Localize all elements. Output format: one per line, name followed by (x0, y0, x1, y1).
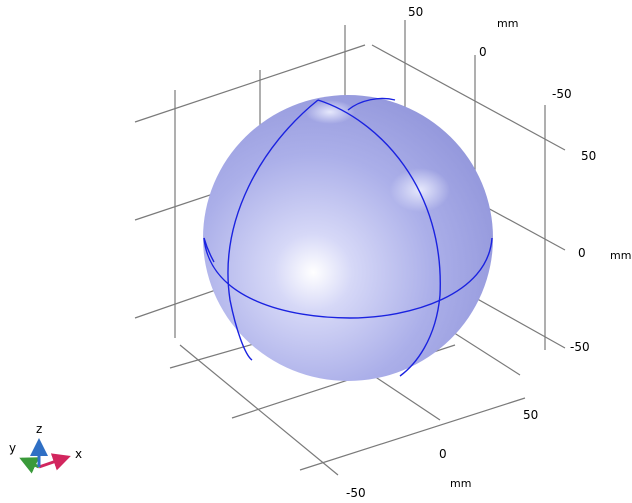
sphere-geometry[interactable] (203, 95, 493, 381)
pole-edge[interactable] (347, 97, 396, 111)
triad-x-label: x (75, 447, 82, 461)
bottom-axis-labels: 50 0 mm -50 (346, 408, 538, 500)
sphere-highlight (390, 168, 450, 212)
bottom-axis-unit: mm (450, 477, 471, 490)
right-axis-labels: 50 0 mm -50 (570, 149, 631, 354)
sphere-highlight-top (305, 100, 355, 124)
right-axis-unit: mm (610, 249, 631, 262)
y-axis-arrow-icon (19, 457, 40, 474)
right-tick-neg50: -50 (570, 340, 590, 354)
right-tick-50: 50 (581, 149, 596, 163)
bottom-tick-50: 50 (523, 408, 538, 422)
top-tick-0: 0 (479, 45, 487, 59)
meridian-edge-left[interactable] (227, 99, 319, 361)
equator-edge-left[interactable] (203, 237, 215, 263)
sphere-surface[interactable] (203, 95, 493, 381)
top-axis-unit: mm (497, 17, 518, 30)
triad-z-label: z (36, 422, 42, 436)
bottom-tick-0: 0 (439, 447, 447, 461)
bottom-tick-neg50: -50 (346, 486, 366, 500)
coordinate-triad: x y z (9, 422, 82, 474)
x-axis-arrow-icon (38, 453, 71, 471)
meridian-edge-right[interactable] (317, 99, 441, 377)
right-tick-0: 0 (578, 246, 586, 260)
top-axis-labels: 50 mm 0 -50 (408, 5, 572, 101)
top-tick-neg50: -50 (552, 87, 572, 101)
triad-y-label: y (9, 441, 16, 455)
top-tick-50: 50 (408, 5, 423, 19)
